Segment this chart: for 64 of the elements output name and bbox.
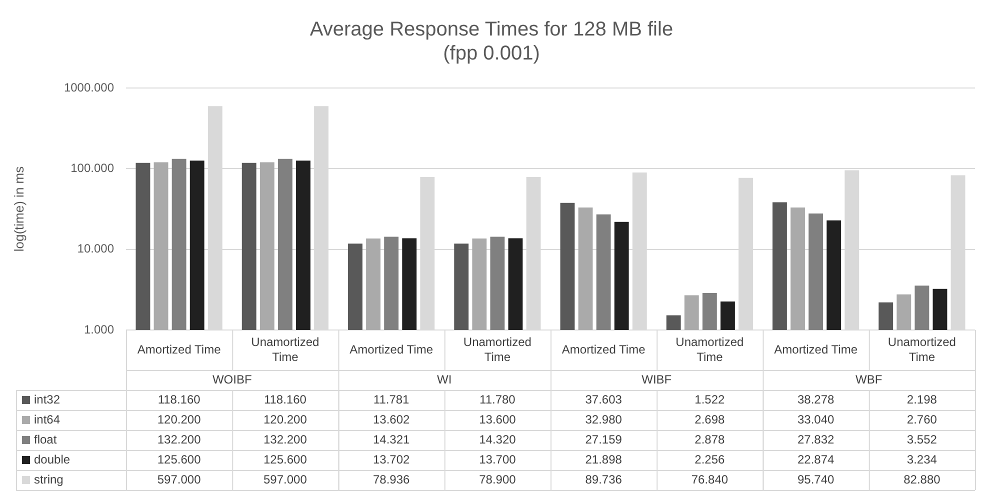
x-tick-label: Amortized Time <box>137 342 222 356</box>
data-label: 21.898 <box>585 452 622 466</box>
data-label: 78.900 <box>479 472 516 486</box>
data-label: 125.600 <box>157 452 202 466</box>
x-tick-label: Unamortized Time <box>676 334 744 364</box>
data-label: 120.200 <box>157 412 202 426</box>
text: WOIBF <box>212 372 252 386</box>
data-label: 3.552 <box>906 432 938 446</box>
text: (fpp 0.001) <box>443 42 540 65</box>
data-label: 11.781 <box>373 392 410 406</box>
y-tick-label: 1000.000 <box>64 80 114 94</box>
data-label: 11.780 <box>480 392 516 406</box>
data-label: 3.234 <box>906 452 938 466</box>
x-tick-label: Amortized Time <box>350 342 434 356</box>
data-label: 120.200 <box>263 412 308 426</box>
data-label: 118.160 <box>264 392 307 406</box>
text: WIBF <box>642 372 672 386</box>
data-label: 118.160 <box>158 392 201 406</box>
data-label: 2.878 <box>694 432 726 446</box>
x-tick-label: Unamortized Time <box>888 334 956 364</box>
data-label: 2.198 <box>906 392 938 406</box>
data-label: 33.040 <box>797 412 834 426</box>
data-label: 13.600 <box>479 412 516 426</box>
legend-label: double <box>34 452 70 466</box>
data-label: 37.603 <box>585 392 622 406</box>
data-label: 13.602 <box>372 412 410 426</box>
data-label: 27.832 <box>797 432 834 446</box>
text: Average Response Times for 128 MB file <box>310 18 674 41</box>
x-tick-label: Unamortized Time <box>251 334 320 364</box>
data-label: 22.874 <box>797 452 834 466</box>
data-label: 2.256 <box>694 452 726 466</box>
x-tick-label: Amortized Time <box>562 342 646 356</box>
data-label: 13.702 <box>372 452 410 466</box>
data-label: 38.278 <box>797 392 834 406</box>
data-label: 89.736 <box>585 472 622 486</box>
data-label: 95.740 <box>797 472 834 486</box>
y-tick-label: 1.000 <box>84 322 114 336</box>
data-label: 125.600 <box>263 452 308 466</box>
data-label: 2.698 <box>694 412 726 426</box>
data-label: 14.320 <box>479 432 516 446</box>
data-label: 2.760 <box>906 412 938 426</box>
data-label: 76.840 <box>691 472 728 486</box>
y-tick-label: 10.000 <box>77 242 114 256</box>
text: WBF <box>856 372 882 386</box>
data-label: 1.522 <box>694 392 726 406</box>
y-axis-title: log(time) in ms <box>11 166 26 252</box>
x-tick-label: Amortized Time <box>774 342 858 356</box>
legend-label: float <box>34 432 58 446</box>
data-label: 132.200 <box>157 432 202 446</box>
legend-label: string <box>34 472 64 486</box>
data-label: 82.880 <box>904 472 941 486</box>
legend-label: int32 <box>34 392 60 406</box>
x-tick-label: Unamortized Time <box>463 334 532 364</box>
data-label: 132.200 <box>263 432 308 446</box>
data-label: 13.700 <box>479 452 516 466</box>
y-tick-label: 100.000 <box>70 160 114 175</box>
text: WI <box>437 372 452 386</box>
data-label: 27.159 <box>585 432 622 446</box>
data-label: 14.321 <box>372 432 410 446</box>
data-label: 597.000 <box>157 472 202 486</box>
legend-label: int64 <box>34 412 60 426</box>
data-label: 32.980 <box>585 412 622 426</box>
data-label: 597.000 <box>263 472 308 486</box>
data-label: 78.936 <box>372 472 410 486</box>
